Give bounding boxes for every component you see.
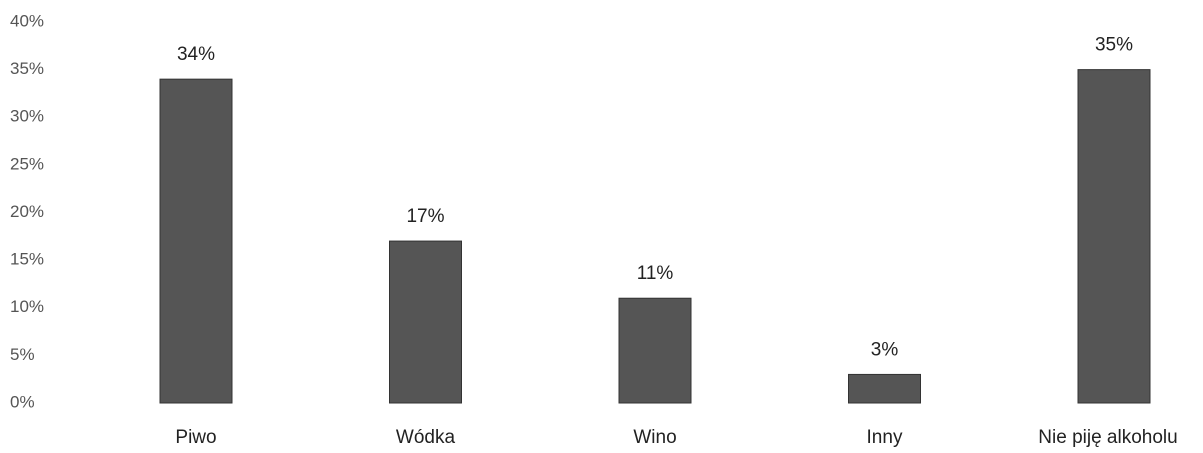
x-tick-label: Nie piję alkoholu (1038, 427, 1177, 448)
y-tick-label: 30% (10, 107, 44, 126)
y-tick-label: 35% (10, 59, 44, 78)
bar (618, 297, 692, 404)
data-label: 17% (406, 206, 444, 227)
bar (848, 373, 921, 404)
y-tick-label: 40% (10, 11, 44, 30)
bar (389, 240, 462, 404)
data-label: 35% (1095, 35, 1133, 56)
data-label: 11% (637, 263, 674, 284)
bar (1077, 69, 1151, 404)
bar (159, 78, 233, 404)
y-tick-label: 15% (10, 250, 44, 269)
y-tick-label: 20% (10, 202, 44, 221)
y-tick-label: 5% (10, 345, 35, 364)
data-label: 3% (871, 339, 899, 360)
y-tick-label: 25% (10, 154, 44, 173)
y-tick-label: 0% (10, 392, 35, 411)
y-tick-label: 10% (10, 297, 44, 316)
data-label: 34% (177, 44, 215, 65)
x-tick-label: Wino (633, 427, 676, 448)
x-tick-label: Piwo (175, 427, 216, 448)
x-tick-label: Inny (867, 427, 903, 448)
x-tick-label: Wódka (396, 427, 456, 448)
